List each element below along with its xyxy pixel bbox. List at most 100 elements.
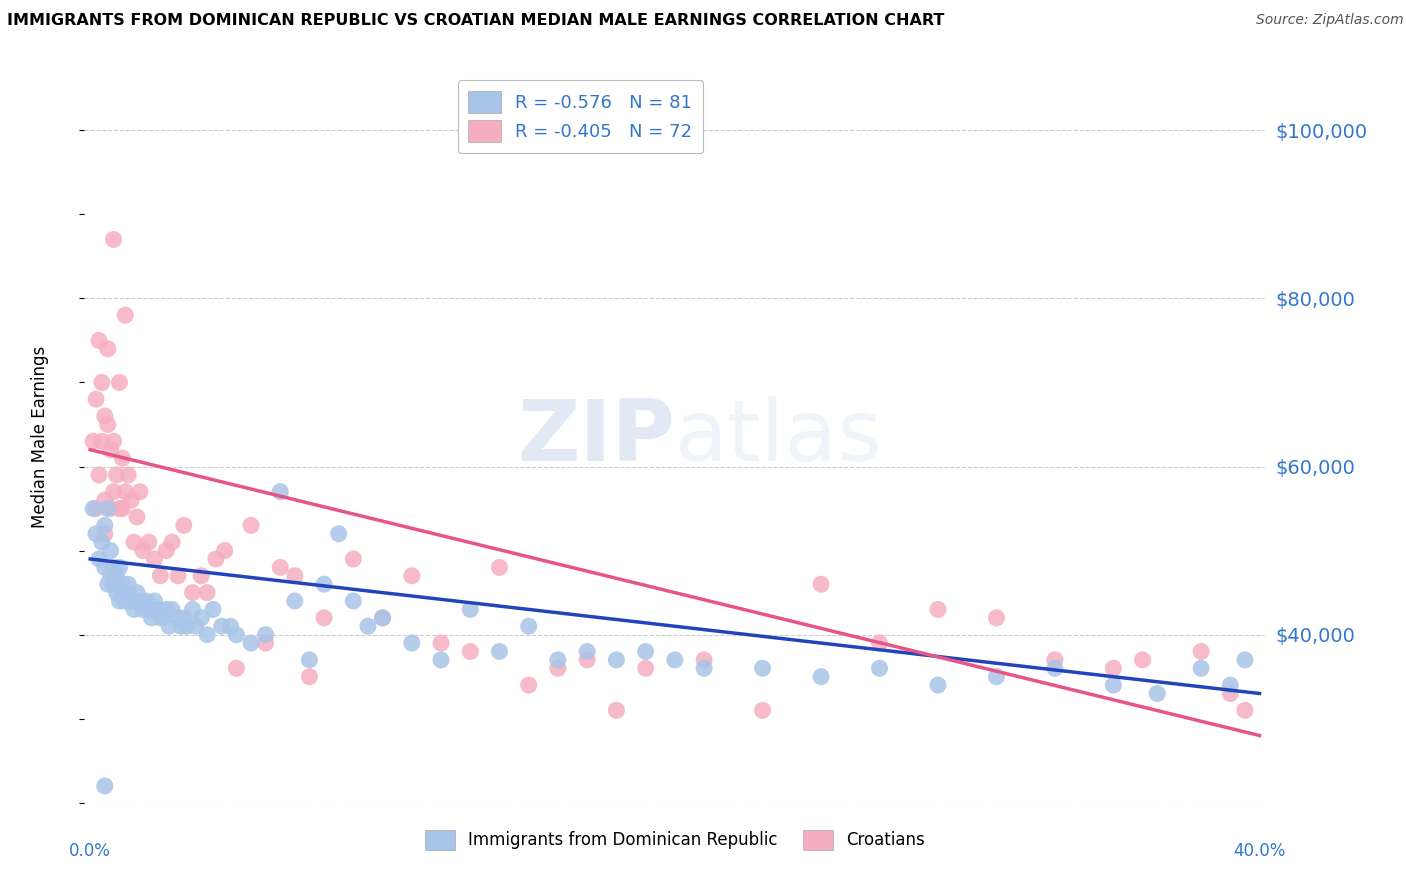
Point (357, 619, 380, 633)
Point (1233, 653, 1256, 667)
Text: atlas: atlas (675, 395, 883, 479)
Point (342, 552, 364, 566)
Point (605, 653, 627, 667)
Point (129, 594, 152, 608)
Point (547, 661, 569, 675)
Point (927, 678, 949, 692)
Point (117, 585, 139, 599)
Point (284, 594, 307, 608)
Point (87, 467, 110, 482)
Point (146, 602, 169, 616)
Point (97, 501, 120, 516)
Point (97, 342, 120, 356)
Point (211, 619, 233, 633)
Point (105, 467, 128, 482)
Point (1219, 678, 1241, 692)
Point (170, 619, 193, 633)
Point (201, 602, 224, 616)
Point (129, 484, 152, 499)
Point (869, 636, 891, 650)
Point (114, 594, 136, 608)
Point (122, 535, 145, 549)
Point (810, 577, 832, 591)
Point (176, 619, 198, 633)
Point (114, 308, 136, 322)
Point (298, 670, 321, 684)
Point (117, 577, 139, 591)
Point (103, 560, 125, 574)
Point (240, 518, 263, 533)
Point (82, 501, 104, 516)
Text: Source: ZipAtlas.com: Source: ZipAtlas.com (1256, 13, 1403, 28)
Point (117, 467, 139, 482)
Point (132, 543, 155, 558)
Point (517, 678, 540, 692)
Point (100, 543, 122, 558)
Point (90, 535, 112, 549)
Point (155, 602, 177, 616)
Point (173, 611, 195, 625)
Point (1043, 661, 1066, 675)
Point (157, 619, 180, 633)
Point (342, 594, 364, 608)
Point (488, 560, 510, 574)
Point (108, 501, 131, 516)
Point (312, 577, 335, 591)
Point (869, 661, 891, 675)
Point (94, 560, 117, 574)
Point (100, 442, 122, 457)
Point (181, 585, 204, 599)
Point (312, 611, 335, 625)
Point (810, 670, 832, 684)
Point (138, 602, 160, 616)
Point (111, 501, 134, 516)
Point (986, 670, 1008, 684)
Point (1146, 686, 1168, 700)
Point (634, 644, 657, 658)
Point (114, 484, 136, 499)
Point (94, 518, 117, 533)
Point (284, 569, 307, 583)
Point (576, 653, 599, 667)
Point (103, 577, 125, 591)
Point (94, 779, 117, 793)
Point (693, 661, 716, 675)
Point (488, 644, 510, 658)
Point (125, 510, 148, 524)
Text: 0.0%: 0.0% (69, 842, 111, 860)
Point (94, 409, 117, 423)
Point (82, 434, 104, 449)
Point (125, 585, 148, 599)
Point (108, 594, 131, 608)
Point (87, 552, 110, 566)
Point (986, 611, 1008, 625)
Point (751, 703, 773, 717)
Point (576, 644, 599, 658)
Point (111, 585, 134, 599)
Point (634, 661, 657, 675)
Point (1043, 653, 1066, 667)
Point (84, 501, 107, 516)
Point (84, 392, 107, 407)
Point (605, 703, 627, 717)
Text: IMMIGRANTS FROM DOMINICAN REPUBLIC VS CROATIAN MEDIAN MALE EARNINGS CORRELATION : IMMIGRANTS FROM DOMINICAN REPUBLIC VS CR… (7, 13, 945, 29)
Point (167, 569, 190, 583)
Point (97, 417, 120, 432)
Point (254, 627, 277, 641)
Point (155, 543, 177, 558)
Point (205, 552, 228, 566)
Point (693, 653, 716, 667)
Point (1102, 678, 1125, 692)
Point (100, 569, 122, 583)
Point (97, 577, 120, 591)
Point (149, 611, 172, 625)
Point (225, 661, 247, 675)
Point (122, 602, 145, 616)
Point (103, 484, 125, 499)
Point (184, 619, 207, 633)
Point (160, 535, 183, 549)
Text: 40.0%: 40.0% (1233, 842, 1285, 860)
Point (94, 526, 117, 541)
Point (105, 569, 128, 583)
Point (103, 233, 125, 247)
